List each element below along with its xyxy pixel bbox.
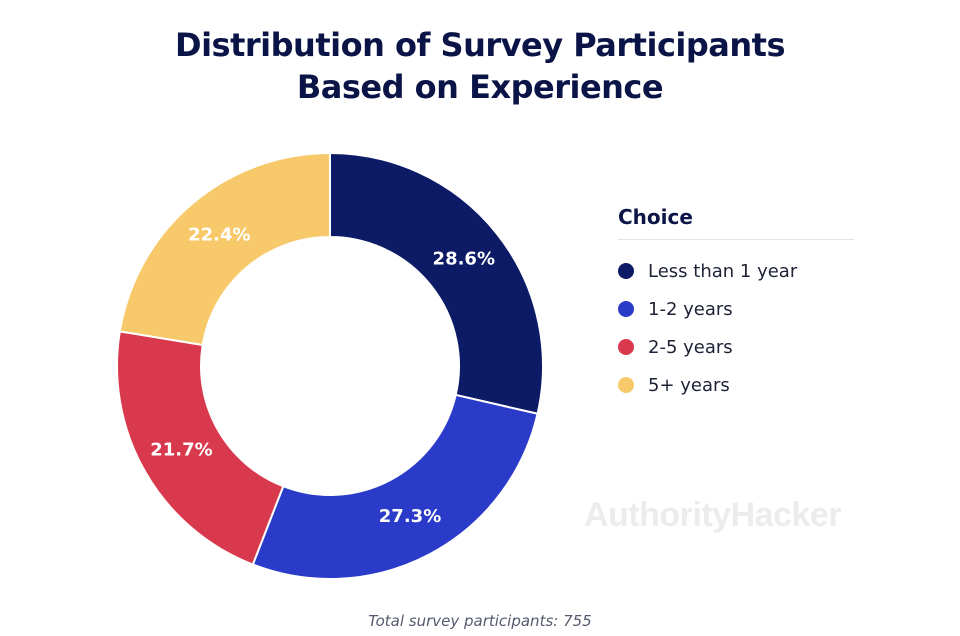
data-label-5-plus-years: 22.4% [188,225,250,246]
legend-dot-icon [618,263,634,279]
legend-label: Less than 1 year [648,260,798,282]
legend-dot-icon [618,377,634,393]
footnote: Total survey participants: 755 [368,612,592,630]
legend-item-less-than-1-year: Less than 1 year [618,252,854,290]
data-label-2-5-years: 21.7% [150,440,212,461]
legend-item-2-5-years: 2-5 years [618,328,854,366]
legend-label: 5+ years [648,374,730,396]
legend-dot-icon [618,339,634,355]
slice-2-5-years [116,330,285,566]
chart-title-line-1: Distribution of Survey Participants [175,26,786,64]
legend-item-5-plus-years: 5+ years [618,366,854,404]
legend: Choice Less than 1 year 1-2 years 2-5 ye… [618,205,854,404]
legend-title: Choice [618,205,854,240]
donut-chart: 28.6% 27.3% 21.7% 22.4% [116,151,544,580]
chart-title-line-2: Based on Experience [296,68,664,106]
chart-title: Distribution of Survey Participants Base… [0,24,960,108]
watermark-logo: AuthorityHacker [584,496,842,534]
slice-1-2-years [251,393,539,580]
legend-label: 2-5 years [648,336,733,358]
data-label-1-2-years: 27.3% [379,506,441,527]
legend-item-1-2-years: 1-2 years [618,290,854,328]
slice-less-than-1-year [329,151,544,415]
legend-label: 1-2 years [648,298,733,320]
data-label-less-than-1-year: 28.6% [433,249,495,270]
legend-dot-icon [618,301,634,317]
slice-5-plus-years [118,151,331,347]
